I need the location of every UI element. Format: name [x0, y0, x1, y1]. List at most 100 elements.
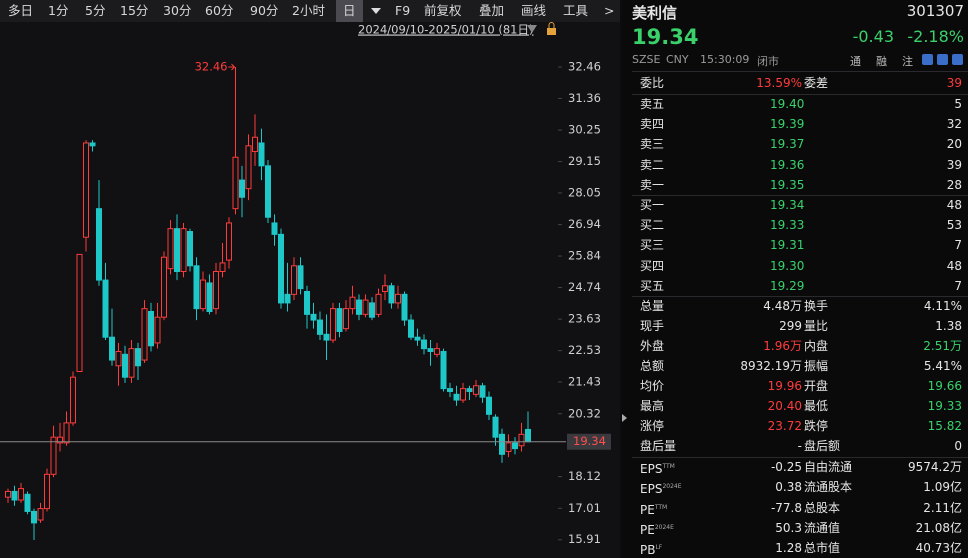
- candle-body: [122, 353, 128, 378]
- stat-label: 总量: [640, 299, 665, 313]
- candle-body: [109, 336, 115, 361]
- stat-value2: 0: [954, 439, 962, 453]
- candle-body: [232, 156, 239, 210]
- toolbar-button[interactable]: 叠加: [479, 3, 505, 18]
- fund-value: 50.3: [775, 520, 802, 535]
- candle-body: [479, 385, 486, 398]
- book-volume: 32: [946, 117, 962, 132]
- quote-panel: 美利信 301307 19.34 -0.43 -2.18% SZSE CNY 15:30:09…: [622, 0, 968, 558]
- toolbar-button[interactable]: 60分: [205, 3, 234, 18]
- candle-body: [258, 142, 265, 167]
- y-tick-label: 15.91: [568, 532, 601, 546]
- toolbar-button[interactable]: 工具: [563, 3, 589, 18]
- stat-label: 现手: [640, 319, 665, 333]
- panel-button[interactable]: 通: [850, 55, 861, 68]
- high-arrow: [228, 63, 236, 71]
- fund-value2: 21.08亿: [915, 520, 962, 535]
- panel-button[interactable]: 融: [876, 55, 887, 68]
- icon-button[interactable]: [937, 54, 948, 65]
- market-info: 15:30:09: [700, 53, 750, 66]
- fund-label: PETTM: [640, 502, 668, 517]
- book-label: 买三: [640, 238, 665, 253]
- stat-value: 23.72: [767, 419, 802, 433]
- toolbar-button[interactable]: 日: [336, 0, 363, 22]
- toolbar-button[interactable]: 5分: [85, 3, 106, 18]
- toolbar-button[interactable]: 多日: [8, 3, 34, 18]
- candle-body: [447, 388, 453, 392]
- candle-body: [18, 488, 24, 501]
- toolbar-button[interactable]: F9: [395, 3, 411, 18]
- candle-body: [5, 490, 11, 498]
- stat-value2: 19.66: [927, 379, 962, 393]
- toolbar-button[interactable]: 15分: [120, 3, 149, 18]
- stat-label2: 内盘: [804, 339, 829, 353]
- y-tick-label: 28.05: [568, 185, 601, 199]
- toolbar-dropdown[interactable]: [370, 0, 382, 22]
- fund-label: EPSTTM: [640, 462, 675, 476]
- candle-body: [401, 293, 408, 321]
- y-tick-label: 23.63: [568, 312, 601, 326]
- candle-body: [362, 299, 369, 315]
- ratio-label: 委比: [640, 76, 665, 90]
- stat-label: 最高: [640, 399, 665, 413]
- y-tick-label: 26.94: [568, 217, 601, 231]
- stock-name: 美利信: [632, 4, 678, 22]
- candle-body: [148, 310, 154, 347]
- y-tick-label: 25.84: [568, 249, 601, 263]
- y-tick-label: 17.01: [568, 501, 601, 515]
- candle-body: [505, 442, 512, 452]
- fund-label-sup: 2024E: [662, 483, 682, 491]
- collapse-handle[interactable]: [622, 414, 627, 422]
- fund-label: PE2024E: [640, 522, 674, 537]
- book-label: 卖一: [640, 177, 665, 192]
- toolbar-button[interactable]: >: [604, 3, 615, 18]
- candle-body: [245, 145, 252, 190]
- candle-body: [408, 319, 414, 338]
- fund-label2: 自由流通: [804, 460, 853, 474]
- book-volume: 7: [954, 238, 962, 253]
- candle-body: [24, 493, 31, 512]
- candle-body: [57, 436, 63, 444]
- candle-body: [76, 253, 83, 372]
- candle-body: [434, 348, 440, 355]
- separator: [632, 71, 968, 72]
- candle-body: [440, 350, 447, 390]
- toolbar-button[interactable]: 30分: [163, 3, 192, 18]
- icon-button[interactable]: [922, 54, 933, 65]
- candle-body: [453, 393, 460, 401]
- stat-value2: 4.11%: [923, 299, 962, 313]
- toolbar: 多日 1分 5分 15分 30分 60分 90分 2小时日 F9 前复权 叠加 画线 工具 >: [0, 0, 620, 22]
- book-label: 卖三: [640, 137, 665, 152]
- candle-body: [486, 396, 492, 415]
- market-info: 闭市: [757, 55, 779, 68]
- toolbar-button[interactable]: 画线: [521, 3, 547, 18]
- fund-value: 1.28: [775, 541, 802, 556]
- fund-label-sup: TTM: [654, 503, 668, 511]
- candle-body: [382, 285, 388, 292]
- book-price: 19.36: [770, 157, 805, 172]
- toolbar-button[interactable]: 前复权: [424, 3, 462, 18]
- candle-body: [252, 136, 258, 153]
- stat-label2: 量比: [804, 319, 829, 333]
- candle-body: [427, 348, 434, 352]
- stock-code: 301307: [906, 2, 964, 20]
- candle-body: [271, 222, 278, 235]
- toolbar-button[interactable]: 2小时: [292, 3, 325, 18]
- candle-body: [473, 385, 479, 395]
- candle-body: [63, 422, 70, 444]
- candle-body: [239, 179, 245, 198]
- toolbar-button[interactable]: 1分: [48, 3, 69, 18]
- icon-button[interactable]: [952, 54, 963, 65]
- fund-value: -0.25: [770, 460, 802, 474]
- candle-body: [317, 319, 323, 335]
- toolbar-button[interactable]: 90分: [250, 3, 279, 18]
- ratio-value: 13.59%: [756, 76, 802, 90]
- panel-button[interactable]: 注: [902, 55, 913, 68]
- candle-body: [128, 348, 135, 378]
- range-dropdown[interactable]: [527, 25, 537, 33]
- fund-value: -77.8: [770, 500, 802, 515]
- lock-icon[interactable]: [547, 28, 556, 35]
- high-annotation: 32.46: [195, 59, 228, 73]
- stat-value: 299: [779, 319, 802, 333]
- book-volume: 53: [946, 218, 962, 233]
